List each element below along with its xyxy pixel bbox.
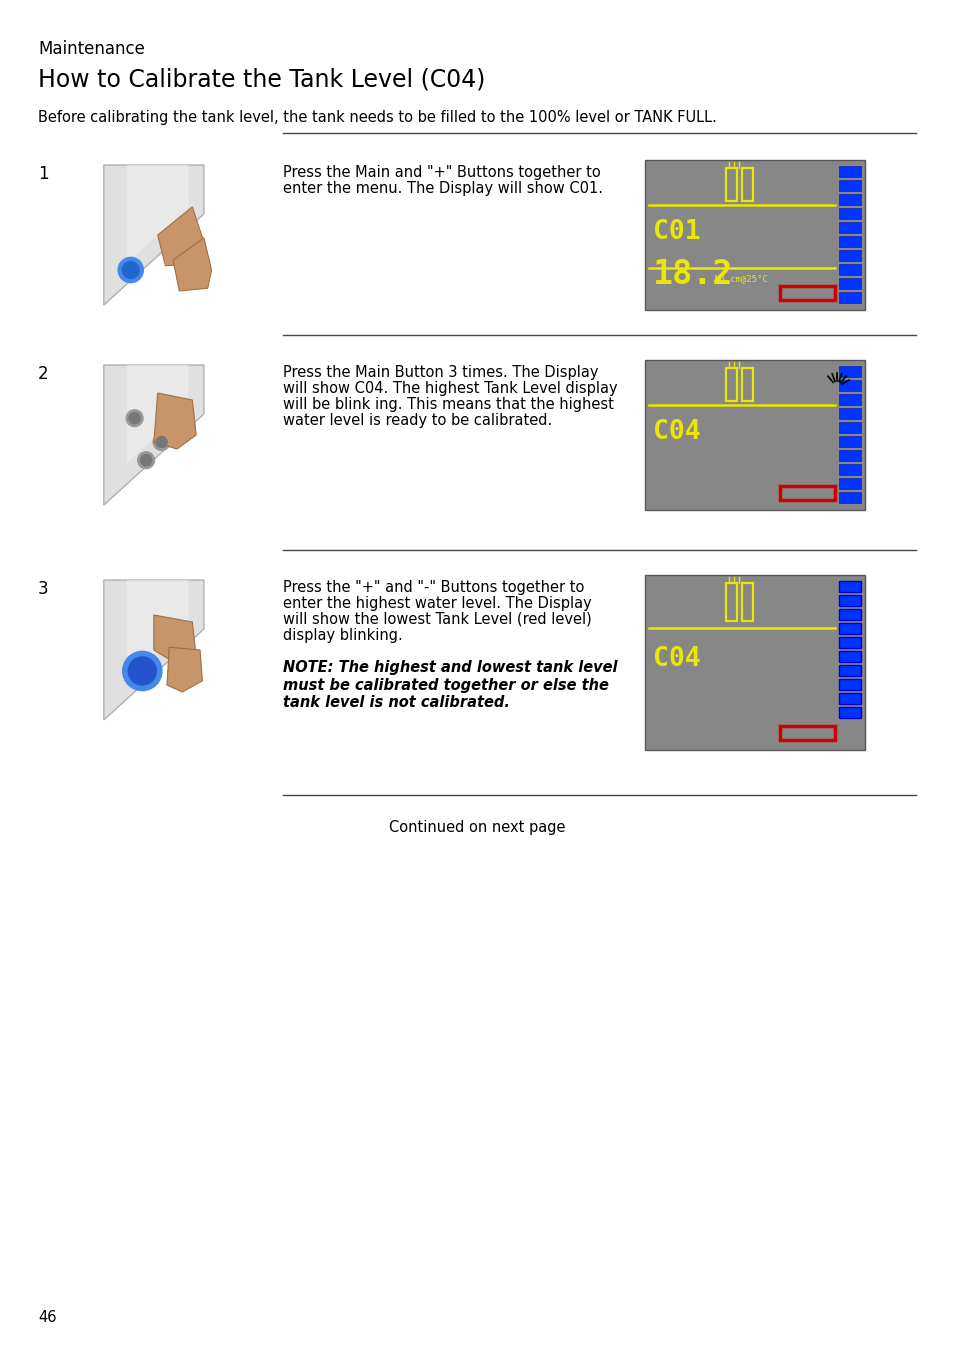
Bar: [838, 167, 861, 177]
Text: will show the lowest Tank Level (red level): will show the lowest Tank Level (red lev…: [283, 612, 591, 627]
Text: will be blink ing. This means that the highest: will be blink ing. This means that the h…: [283, 397, 613, 412]
Text: Maintenance: Maintenance: [38, 41, 145, 58]
Bar: [838, 394, 861, 405]
Circle shape: [153, 433, 170, 451]
Text: 46: 46: [38, 1311, 56, 1326]
Text: NOTE: The highest and lowest tank level: NOTE: The highest and lowest tank level: [283, 659, 617, 676]
Bar: [838, 492, 861, 502]
Polygon shape: [153, 615, 196, 663]
Text: must be calibrated together or else the: must be calibrated together or else the: [283, 677, 608, 693]
Circle shape: [140, 455, 152, 466]
Bar: [726, 168, 737, 200]
Bar: [838, 422, 861, 433]
Bar: [838, 609, 861, 620]
Bar: [644, 160, 864, 310]
Bar: [838, 180, 861, 191]
Circle shape: [155, 436, 167, 448]
Text: M0.cm@25°C: M0.cm@25°C: [714, 275, 768, 283]
Circle shape: [126, 410, 143, 427]
Text: 18.2: 18.2: [652, 257, 733, 291]
Bar: [838, 464, 861, 475]
Text: C01: C01: [652, 219, 700, 245]
Bar: [838, 623, 861, 634]
Bar: [741, 368, 753, 401]
Bar: [838, 594, 861, 607]
Polygon shape: [104, 165, 204, 305]
Bar: [838, 236, 861, 246]
Text: Press the Main Button 3 times. The Display: Press the Main Button 3 times. The Displ…: [283, 366, 598, 380]
Text: C04: C04: [652, 646, 700, 672]
Text: will show C04. The highest Tank Level display: will show C04. The highest Tank Level di…: [283, 380, 617, 395]
Polygon shape: [127, 366, 189, 463]
Bar: [838, 194, 861, 204]
Circle shape: [137, 452, 154, 468]
Circle shape: [123, 651, 162, 691]
Text: enter the menu. The Display will show C01.: enter the menu. The Display will show C0…: [283, 181, 602, 196]
Bar: [838, 581, 861, 592]
Bar: [780, 486, 834, 500]
Bar: [838, 366, 861, 376]
Text: Press the "+" and "-" Buttons together to: Press the "+" and "-" Buttons together t…: [283, 580, 584, 594]
Text: Continued on next page: Continued on next page: [388, 821, 565, 835]
Bar: [726, 368, 737, 401]
Text: Before calibrating the tank level, the tank needs to be filled to the 100% level: Before calibrating the tank level, the t…: [38, 110, 716, 125]
Bar: [838, 678, 861, 691]
Bar: [838, 408, 861, 418]
Bar: [644, 575, 864, 750]
Circle shape: [128, 657, 156, 685]
Polygon shape: [127, 580, 189, 678]
Polygon shape: [157, 207, 204, 265]
Bar: [838, 665, 861, 676]
Bar: [838, 594, 861, 607]
Bar: [726, 584, 737, 621]
Bar: [838, 651, 861, 662]
Bar: [838, 609, 861, 620]
Bar: [838, 436, 861, 447]
Bar: [741, 168, 753, 200]
Circle shape: [118, 257, 143, 283]
Bar: [838, 623, 861, 634]
Polygon shape: [104, 366, 204, 505]
Text: How to Calibrate the Tank Level (C04): How to Calibrate the Tank Level (C04): [38, 68, 485, 92]
Bar: [838, 478, 861, 489]
Bar: [838, 380, 861, 391]
Polygon shape: [153, 393, 196, 450]
Circle shape: [129, 413, 140, 424]
Bar: [838, 636, 861, 649]
Text: 1: 1: [38, 165, 49, 183]
Bar: [838, 693, 861, 704]
Bar: [838, 292, 861, 303]
Bar: [838, 250, 861, 261]
Bar: [838, 707, 861, 718]
Bar: [838, 693, 861, 704]
Text: 3: 3: [38, 580, 49, 598]
Text: Press the Main and "+" Buttons together to: Press the Main and "+" Buttons together …: [283, 165, 600, 180]
Bar: [838, 678, 861, 691]
Bar: [741, 584, 753, 621]
Bar: [838, 581, 861, 592]
Polygon shape: [167, 647, 202, 692]
Text: tank level is not calibrated.: tank level is not calibrated.: [283, 695, 509, 711]
Polygon shape: [127, 165, 189, 263]
Polygon shape: [172, 238, 212, 291]
Text: water level is ready to be calibrated.: water level is ready to be calibrated.: [283, 413, 552, 428]
Bar: [838, 209, 861, 219]
Bar: [838, 651, 861, 662]
Bar: [838, 264, 861, 275]
Bar: [838, 222, 861, 233]
Bar: [780, 286, 834, 301]
Polygon shape: [104, 580, 204, 720]
Circle shape: [122, 261, 139, 279]
Bar: [838, 278, 861, 288]
Text: display blinking.: display blinking.: [283, 628, 402, 643]
Bar: [780, 726, 834, 741]
Bar: [838, 707, 861, 718]
Text: C04: C04: [652, 418, 700, 445]
Text: enter the highest water level. The Display: enter the highest water level. The Displ…: [283, 596, 591, 611]
Bar: [644, 360, 864, 510]
Bar: [838, 665, 861, 676]
Text: 2: 2: [38, 366, 49, 383]
Bar: [838, 636, 861, 649]
Bar: [838, 450, 861, 460]
